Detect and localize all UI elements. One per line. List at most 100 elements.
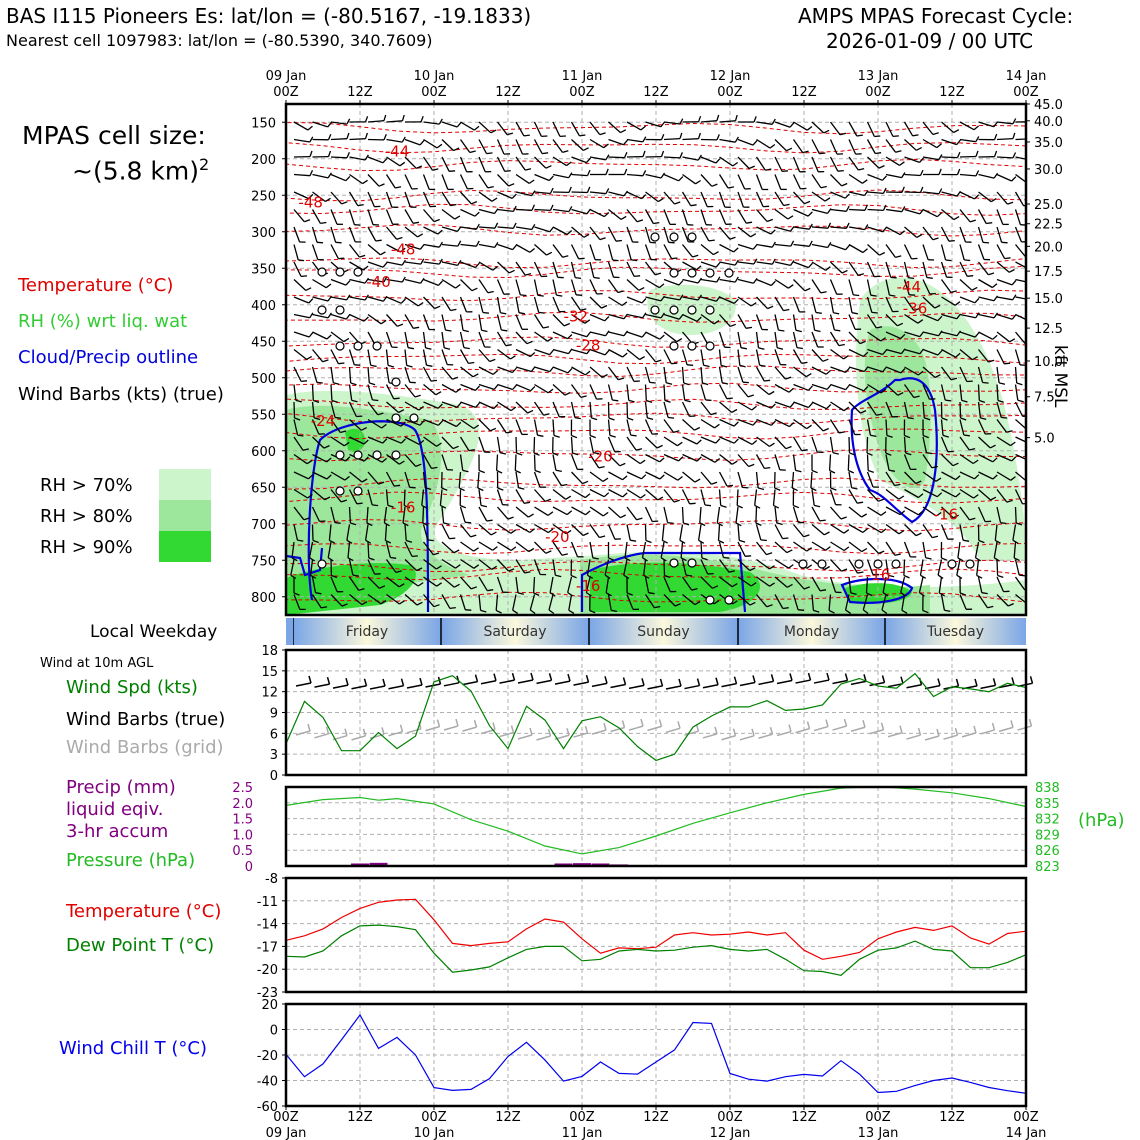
wind-barb — [293, 296, 310, 304]
wind-barb-feather — [352, 574, 359, 577]
grid-wind-barb-feather — [917, 727, 922, 736]
wind-barb — [737, 541, 746, 557]
wind-barb — [978, 471, 994, 480]
pressure-tick-label: 500 — [251, 372, 276, 387]
wind-barb-feather — [505, 344, 512, 347]
wind-barb-feather — [387, 364, 395, 368]
true-wind-barb — [369, 685, 386, 690]
wind-barb — [497, 559, 509, 572]
wind-barb — [589, 296, 602, 309]
true-wind-barb — [795, 679, 811, 684]
wind-barb — [663, 559, 666, 576]
wind-barb — [977, 366, 984, 383]
wind-barb — [423, 138, 438, 149]
wind-barb — [460, 191, 472, 205]
wind-barb — [589, 244, 596, 260]
wind-barb — [404, 314, 414, 329]
grid-wind-barb — [924, 735, 940, 741]
wind-barb — [811, 156, 819, 173]
height-tick-label: 7.5 — [1034, 391, 1055, 406]
wind-barb-feather — [549, 366, 555, 373]
wind-barb — [978, 173, 995, 179]
wind-barb-feather — [475, 223, 480, 230]
height-tick-label: 20.0 — [1034, 240, 1063, 255]
wind-barb — [996, 453, 1012, 462]
wind-barb-feather — [363, 439, 369, 445]
wind-barb — [330, 366, 334, 383]
wind-barb-feather — [764, 379, 771, 382]
wind-barb — [866, 436, 869, 454]
wind-barb — [312, 471, 328, 480]
grid-wind-barb-feather — [640, 718, 644, 727]
wind-barb — [626, 279, 640, 291]
wind-barb — [533, 401, 545, 416]
wind-barb — [737, 366, 744, 383]
wind-barb — [978, 436, 991, 449]
wind-barb-feather — [462, 469, 469, 473]
wind-barb — [978, 296, 995, 302]
wind-barb — [737, 191, 745, 208]
wind-barb — [941, 191, 958, 197]
wind-barb-feather — [771, 241, 776, 248]
wind-barb-feather — [1011, 314, 1017, 320]
wind-barb — [996, 296, 1013, 301]
wind-barb — [904, 208, 921, 215]
true-wind-barb — [850, 680, 867, 686]
wind-barb-feather — [1010, 441, 1016, 447]
wind-barb — [293, 226, 301, 243]
wind-barb — [608, 471, 623, 481]
wind-barb-feather — [326, 457, 332, 463]
true-wind-barb — [591, 682, 608, 688]
wind-barb — [663, 471, 679, 481]
wind-barb-feather — [529, 352, 536, 357]
wind-barb-feather — [634, 275, 641, 277]
grid-wind-barb-feather — [899, 725, 903, 733]
wind-barb — [1014, 559, 1020, 576]
wind-barb — [719, 314, 731, 327]
wind-barb — [552, 541, 563, 556]
wind-barb — [367, 384, 374, 401]
wind-barb — [700, 209, 707, 225]
wind-barb — [533, 454, 536, 471]
wind-barb-feather — [472, 373, 479, 378]
wind-barb — [867, 208, 884, 212]
wind-barb — [293, 436, 304, 451]
true-wind-barb — [536, 679, 552, 685]
wind-barb-feather — [660, 150, 665, 157]
wind-barb-feather — [653, 221, 660, 225]
wind-barb-feather — [720, 364, 728, 368]
wind-barb — [1014, 244, 1026, 258]
wind-barb-feather — [697, 115, 702, 123]
true-wind-barb — [351, 685, 367, 690]
wind-barb-feather — [953, 216, 960, 221]
wind-barb — [552, 139, 564, 153]
wind-barb — [423, 418, 439, 426]
wind-barb — [940, 244, 947, 261]
wind-barb-feather — [735, 522, 742, 527]
wind-barb-feather — [825, 266, 831, 271]
true-wind-barb-feather — [937, 678, 941, 686]
wind-barb-feather — [528, 179, 535, 184]
wind-barb-feather — [766, 552, 773, 556]
wind-barb-feather — [881, 175, 887, 181]
wind-barb-feather — [807, 385, 813, 391]
wind10m-section-label: Wind at 10m AGL — [40, 656, 154, 671]
wind-barb-feather — [913, 395, 920, 399]
wind-barb-feather — [456, 402, 462, 408]
wind-barb-feather — [639, 459, 646, 465]
wind-barb — [533, 436, 536, 454]
wind-barb — [885, 314, 898, 327]
wind-barb — [793, 383, 809, 391]
wind-barb — [441, 454, 448, 470]
wind-barb-feather — [722, 382, 729, 385]
panel-y-tick-label: 9 — [270, 707, 278, 722]
calm-wind-circle — [687, 268, 697, 278]
true-wind-barb — [684, 684, 700, 690]
wind-barb-feather — [1016, 382, 1023, 386]
wind-barb — [571, 366, 586, 376]
wind-barb-feather — [418, 405, 424, 411]
true-wind-barb-feather — [659, 678, 664, 687]
wind-barb — [904, 524, 917, 537]
wind-barb — [682, 471, 696, 483]
wind-barb — [719, 453, 733, 465]
